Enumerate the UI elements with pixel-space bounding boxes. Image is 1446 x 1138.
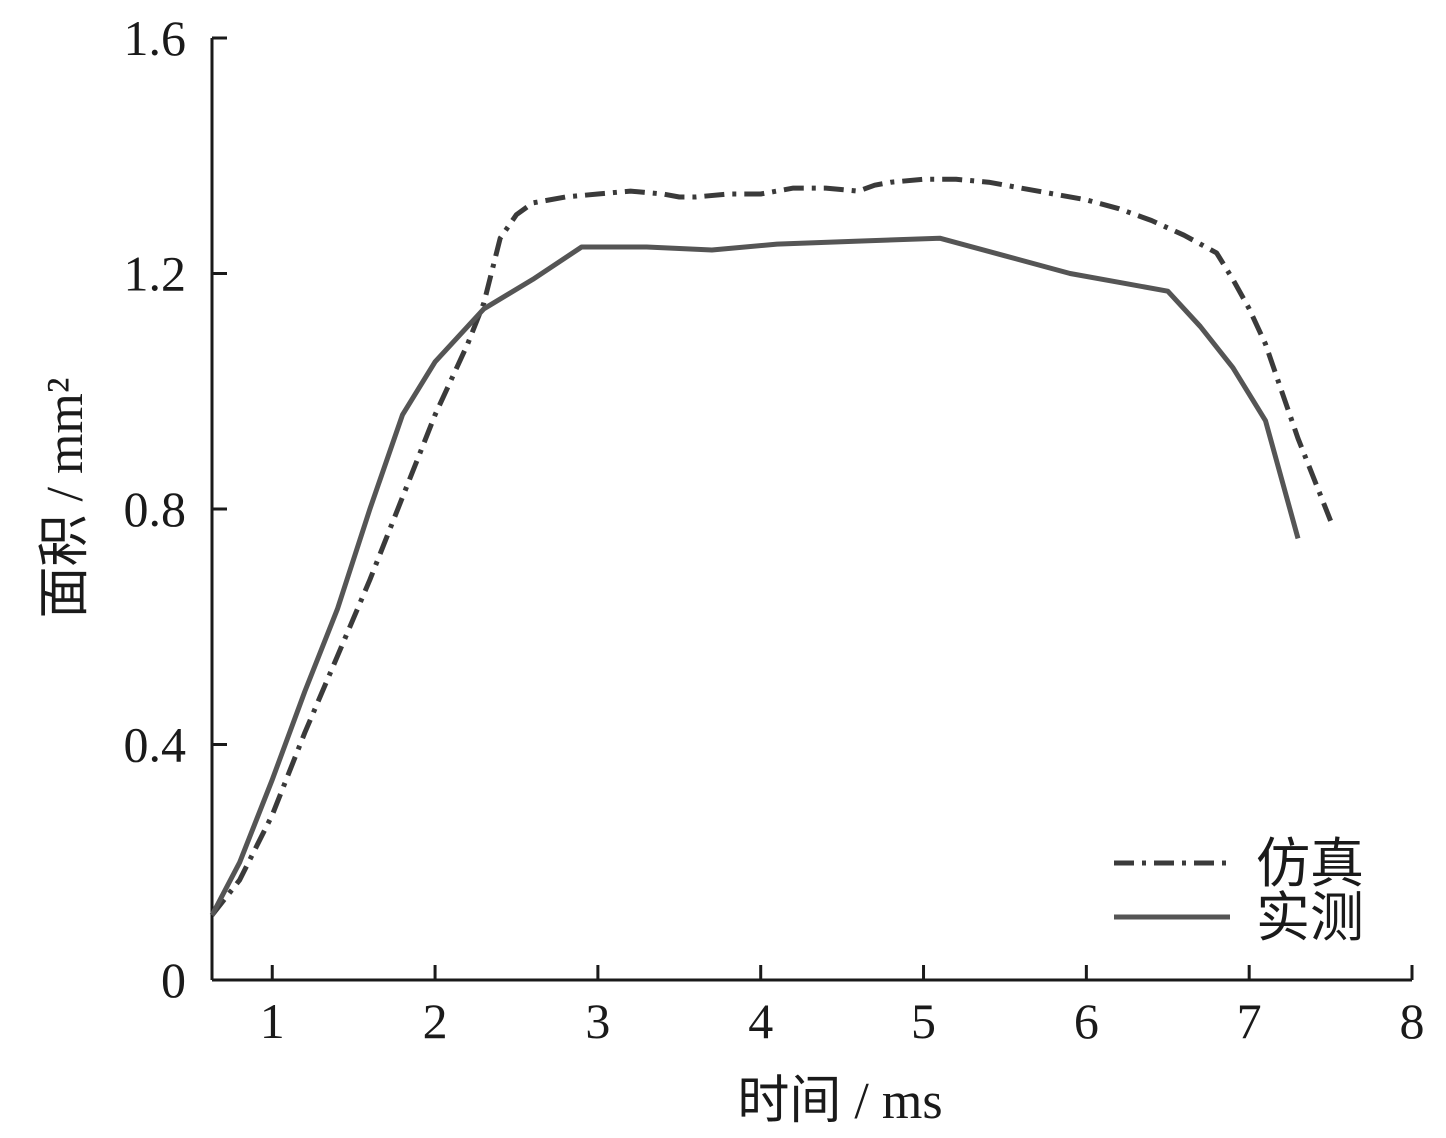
legend-label-2: 实测 (1256, 888, 1364, 948)
x-tick-label: 4 (748, 993, 773, 1049)
axes: 1 2 3 4 5 6 7 8 0 0.4 0.8 1.2 1.6 (124, 10, 1425, 1049)
x-tick-label: 7 (1237, 993, 1262, 1049)
y-tick-label: 0 (161, 952, 186, 1008)
y-tick-label: 0.8 (124, 481, 187, 537)
x-tick-label: 2 (423, 993, 448, 1049)
y-tick-label: 1.2 (124, 246, 187, 302)
x-tick-label: 3 (585, 993, 610, 1049)
x-tick-label: 6 (1074, 993, 1099, 1049)
x-tick-label: 5 (911, 993, 936, 1049)
y-tick-label: 0.4 (124, 717, 187, 773)
x-tick-label: 1 (260, 993, 285, 1049)
x-tick-label: 8 (1400, 993, 1425, 1049)
legend-label-1: 仿真 (1256, 834, 1364, 894)
series-layer (209, 176, 1333, 917)
y-axis-label: 面积 / mm² (37, 378, 94, 619)
y-tick-label: 1.6 (124, 10, 187, 66)
series-line-2 (209, 235, 1301, 917)
series-line-1 (210, 176, 1333, 917)
x-axis-label: 时间 / ms (737, 1073, 942, 1130)
